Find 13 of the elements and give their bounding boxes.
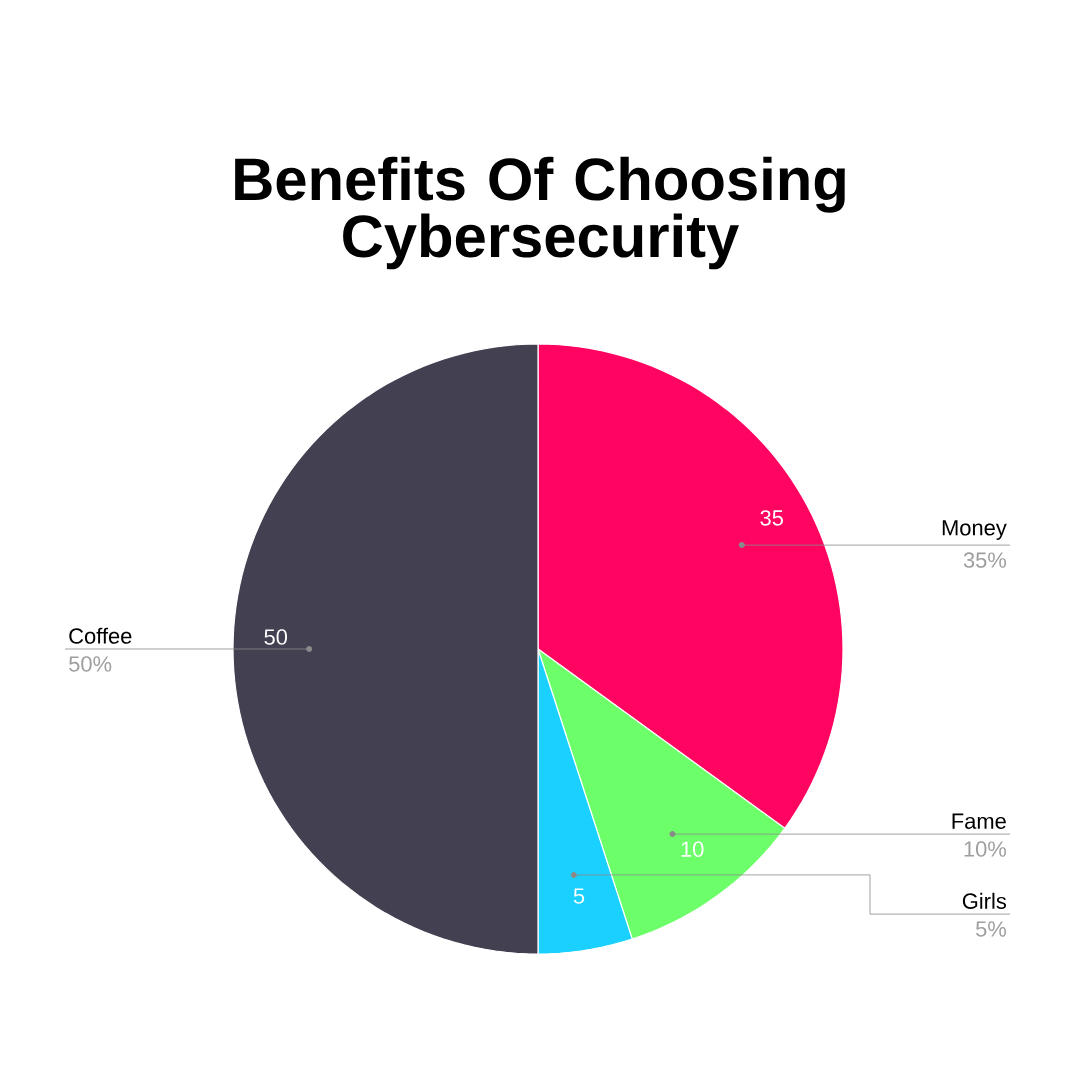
data-label: 50 xyxy=(264,629,288,645)
slice-label: Fame xyxy=(952,813,1006,829)
data-label: 35 xyxy=(760,510,783,526)
chart-title: Benefits Of Choosing Cybersecurity xyxy=(235,156,845,270)
text: 50% xyxy=(69,656,112,672)
data-label: 5 xyxy=(573,888,585,904)
text: 10% xyxy=(964,841,1007,857)
data-label: 10 xyxy=(681,841,704,857)
slice-label: Coffee xyxy=(69,627,132,644)
text: 5% xyxy=(976,921,1007,937)
slice-label: Money xyxy=(942,520,1007,540)
slice-label: Girls xyxy=(962,892,1007,909)
text: 35% xyxy=(963,552,1007,568)
